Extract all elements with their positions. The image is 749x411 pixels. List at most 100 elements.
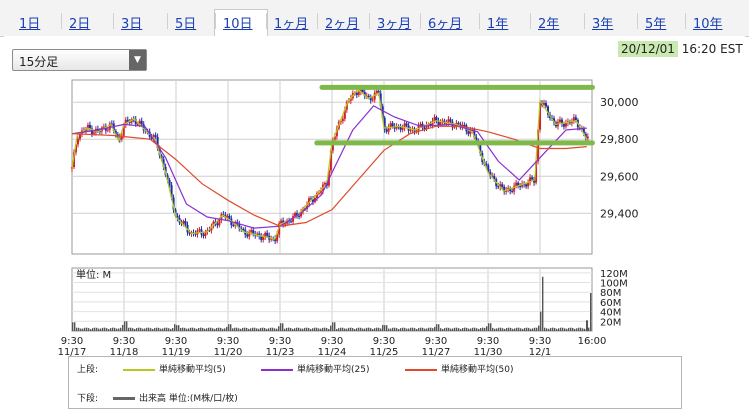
candle-body xyxy=(166,175,169,180)
volume-bar xyxy=(352,328,354,331)
candle-body xyxy=(108,123,111,130)
legend-upper-label: 上段: xyxy=(77,365,99,375)
tab-4[interactable]: 10日 xyxy=(223,17,253,32)
candle-body xyxy=(387,126,390,132)
tab-separator xyxy=(61,13,62,29)
volume-bar xyxy=(476,328,478,331)
volume-ytick-label: 40M xyxy=(600,308,621,319)
volume-bar xyxy=(338,328,340,331)
volume-bar xyxy=(182,327,184,331)
tab-10[interactable]: 2年 xyxy=(538,17,560,32)
tab-separator xyxy=(637,13,638,29)
volume-bar xyxy=(348,327,350,331)
volume-bar xyxy=(372,329,374,331)
candle-body xyxy=(323,182,326,185)
candle-body xyxy=(447,119,450,123)
volume-bar xyxy=(450,328,452,331)
volume-bar xyxy=(516,327,518,331)
volume-bar xyxy=(386,325,388,331)
volume-bar xyxy=(122,324,124,331)
volume-bar xyxy=(224,328,226,331)
volume-bar xyxy=(138,327,140,331)
volume-bar xyxy=(184,327,186,331)
candle-body xyxy=(216,223,219,226)
candle-body xyxy=(558,119,561,122)
volume-bar xyxy=(486,326,488,331)
candle-body xyxy=(252,230,255,235)
volume-bar xyxy=(374,328,376,331)
volume-bar xyxy=(86,327,88,331)
candle-body xyxy=(475,137,478,142)
tab-5[interactable]: 1ヶ月 xyxy=(274,17,309,32)
volume-bar xyxy=(528,327,530,331)
volume-bar xyxy=(316,327,318,331)
interval-select[interactable]: 15分足 ▼ xyxy=(12,49,147,71)
candle-body xyxy=(182,221,185,224)
tab-1[interactable]: 2日 xyxy=(69,17,91,32)
candle-body xyxy=(204,231,207,237)
candle-body xyxy=(379,93,382,107)
candle-body xyxy=(503,186,506,192)
volume-bar xyxy=(206,328,208,331)
volume-bar xyxy=(574,328,576,331)
volume-bar xyxy=(358,327,360,331)
volume-bar xyxy=(546,328,548,331)
interval-select-value: 15分足 xyxy=(19,55,59,69)
candle-body xyxy=(363,91,366,97)
tab-7[interactable]: 3ヶ月 xyxy=(377,17,412,32)
candle-body xyxy=(574,117,577,120)
candle-body xyxy=(525,184,528,187)
volume-bar xyxy=(552,327,554,331)
candle-body xyxy=(86,124,89,130)
tab-6[interactable]: 2ヶ月 xyxy=(325,17,360,32)
volume-unit-label: 単位: M xyxy=(76,268,111,281)
volume-bar xyxy=(212,328,214,331)
candle-body xyxy=(570,121,573,124)
candle-body xyxy=(126,119,129,122)
volume-bar xyxy=(108,329,110,331)
candle-body xyxy=(543,103,546,105)
legend-item-ma5: 単純移動平均(5) xyxy=(123,362,226,375)
candle-body xyxy=(409,130,412,132)
tab-0[interactable]: 1日 xyxy=(19,17,41,32)
tab-separator xyxy=(584,13,585,29)
candle-body xyxy=(309,198,312,200)
volume-bar xyxy=(428,327,430,331)
tab-3[interactable]: 5日 xyxy=(175,17,197,32)
tab-2[interactable]: 3日 xyxy=(121,17,143,32)
chevron-down-icon[interactable]: ▼ xyxy=(129,50,146,70)
legend-item-ma25: 単純移動平均(25) xyxy=(261,362,369,375)
candle-body xyxy=(491,175,494,177)
volume-bar xyxy=(434,326,436,331)
volume-bar xyxy=(276,328,278,331)
volume-bar xyxy=(326,328,328,331)
candle-body xyxy=(377,90,380,94)
tab-8[interactable]: 6ヶ月 xyxy=(428,17,463,32)
candle-body xyxy=(194,233,197,235)
candle-body xyxy=(112,123,115,131)
xtick-date-label: 11/18 xyxy=(110,347,139,358)
volume-bar xyxy=(582,328,584,331)
tab-separator xyxy=(167,13,168,29)
price-ytick-label: 29,400 xyxy=(600,207,639,220)
volume-bar xyxy=(228,324,230,331)
volume-bar xyxy=(550,327,552,331)
volume-bar xyxy=(430,327,432,331)
volume-bar xyxy=(300,328,302,331)
volume-bar xyxy=(578,327,580,331)
tab-11[interactable]: 3年 xyxy=(592,17,614,32)
volume-bar xyxy=(318,328,320,331)
volume-bar xyxy=(400,328,402,331)
candle-body xyxy=(226,215,229,218)
period-tab-bar: 1日 2日 3日 5日 10日 1ヶ月 2ヶ月 3ヶ月 6ヶ月 1年 2年 3年 5年 10年 xyxy=(0,0,749,37)
candle-body xyxy=(290,221,293,223)
volume-bar xyxy=(390,328,392,331)
candle-body xyxy=(369,96,372,101)
tab-12[interactable]: 5年 xyxy=(645,17,667,32)
candle-body xyxy=(433,117,436,122)
tab-13[interactable]: 10年 xyxy=(693,17,723,32)
volume-bar xyxy=(356,328,358,331)
tab-9[interactable]: 1年 xyxy=(487,17,509,32)
candle-body xyxy=(260,236,263,240)
